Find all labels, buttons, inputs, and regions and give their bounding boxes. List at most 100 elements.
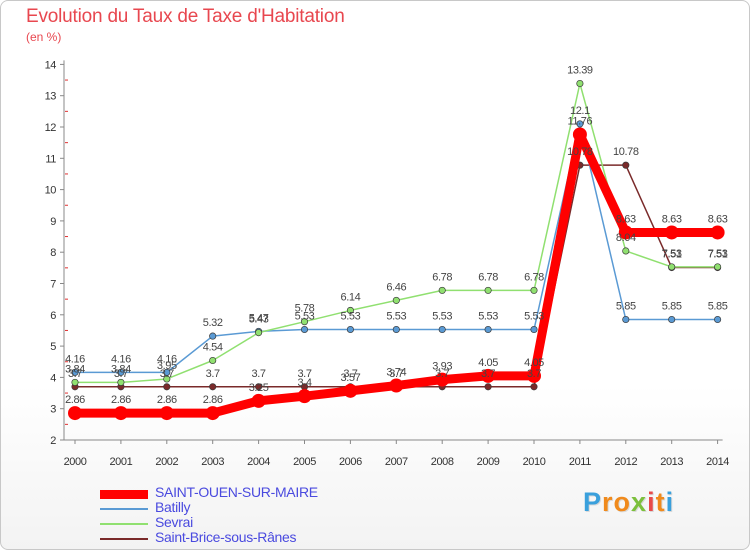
data-label: 10.78 (613, 146, 639, 158)
legend-label: Saint-Brice-sous-Rânes (155, 529, 297, 545)
data-point (209, 332, 217, 340)
data-label: 3.7 (343, 368, 357, 380)
data-point (300, 325, 309, 334)
legend-item: SAINT-OUEN-SUR-MAIRE (100, 484, 420, 502)
data-point (664, 225, 679, 240)
data-label: 3.7 (114, 368, 128, 380)
x-tick-label: 2008 (431, 456, 454, 468)
y-tick-label: 13 (45, 91, 57, 103)
series-line (74, 123, 719, 374)
data-label: 4.05 (524, 357, 544, 369)
data-point (622, 161, 630, 169)
data-point (572, 127, 587, 142)
data-point (438, 286, 446, 294)
data-label: 4.16 (111, 353, 131, 365)
data-point (530, 286, 538, 294)
x-tick-label: 2010 (523, 456, 546, 468)
data-label: 8.04 (616, 232, 636, 244)
data-point (484, 325, 492, 334)
data-label: 2.86 (203, 394, 223, 406)
data-point (576, 120, 584, 128)
data-label: 5.53 (478, 311, 498, 323)
data-point (346, 325, 354, 334)
data-label: 3.4 (297, 377, 311, 389)
chart-title: Evolution du Taux de Taxe d'Habitation (26, 6, 345, 27)
data-label: 3.25 (249, 382, 269, 394)
data-point (71, 378, 79, 386)
data-label: 3.7 (160, 368, 174, 380)
data-point (668, 263, 676, 271)
legend-item: Sevrai (100, 514, 420, 532)
x-tick-label: 2003 (201, 456, 224, 468)
y-tick-label: 3 (50, 404, 56, 416)
data-point (209, 356, 217, 365)
data-label: 10.78 (567, 146, 593, 158)
data-label: 8.63 (616, 213, 636, 225)
data-label: 7.51 (708, 249, 728, 261)
legend-swatch (100, 523, 148, 525)
data-point (392, 296, 400, 304)
data-point (710, 225, 725, 240)
data-point (117, 368, 125, 376)
data-label: 2.86 (65, 394, 85, 406)
data-label: 4.16 (65, 353, 85, 365)
legend-swatch (100, 538, 148, 540)
data-point (435, 372, 450, 387)
x-tick-label: 2002 (155, 456, 178, 468)
data-label: 2.86 (157, 394, 177, 406)
x-tick-label: 2007 (385, 456, 408, 468)
y-tick-label: 14 (45, 59, 57, 71)
series-layer (68, 79, 725, 421)
y-tick-label: 7 (50, 279, 56, 291)
chart-unit-label: (en %) (26, 30, 62, 44)
data-point (163, 383, 171, 391)
data-point (392, 325, 400, 334)
data-label: 5.53 (524, 311, 544, 323)
data-point (481, 368, 496, 383)
data-point (576, 79, 584, 88)
y-tick-label: 5 (50, 341, 56, 353)
data-label: 5.85 (708, 300, 728, 312)
x-tick-label: 2004 (247, 456, 270, 468)
data-label: 3.7 (389, 368, 403, 380)
legend-item: Batilly (100, 499, 420, 517)
data-label: 7.53 (662, 248, 682, 260)
data-label: 3.74 (386, 367, 406, 379)
data-label: 4.05 (478, 357, 498, 369)
legend-swatch (100, 508, 148, 510)
data-point (346, 306, 354, 314)
data-point (530, 325, 538, 334)
data-label: 5.32 (203, 317, 223, 329)
data-label: 5.53 (432, 311, 452, 323)
data-point (68, 406, 82, 421)
data-point (389, 378, 404, 393)
data-point (438, 325, 446, 334)
data-label: 3.7 (252, 368, 266, 380)
x-tick-label: 2005 (293, 456, 316, 468)
data-point (159, 406, 174, 421)
data-point (300, 318, 309, 326)
data-label: 3.84 (111, 363, 131, 375)
data-point (622, 315, 630, 324)
x-tick-label: 2014 (706, 456, 729, 468)
data-label: 3.93 (432, 361, 452, 373)
data-label: 8.63 (662, 213, 682, 225)
logo-letter: t (655, 487, 666, 517)
data-label: 13.39 (567, 64, 593, 76)
data-label-layer: 2.86 2.86 2.86 2.86 3.25 3.4 3.57 3.74 3.93 4.05 4… (65, 64, 728, 406)
series-SAINT-OUEN-SUR-MAIRE (68, 127, 725, 421)
legend-label: Batilly (155, 499, 191, 515)
data-label: 3.7 (481, 368, 495, 380)
data-point (163, 375, 171, 383)
data-label: 5.47 (249, 312, 269, 324)
data-label: 3.7 (527, 368, 541, 380)
y-tick-label: 9 (50, 216, 56, 228)
data-label: 5.78 (295, 303, 315, 315)
y-tick-label: 8 (50, 247, 56, 259)
data-point (530, 383, 538, 391)
legend-label: Sevrai (155, 514, 193, 530)
data-point (117, 378, 125, 386)
data-label: 3.7 (297, 368, 311, 380)
data-label: 5.53 (386, 311, 406, 323)
logo-letter: o (613, 487, 632, 517)
